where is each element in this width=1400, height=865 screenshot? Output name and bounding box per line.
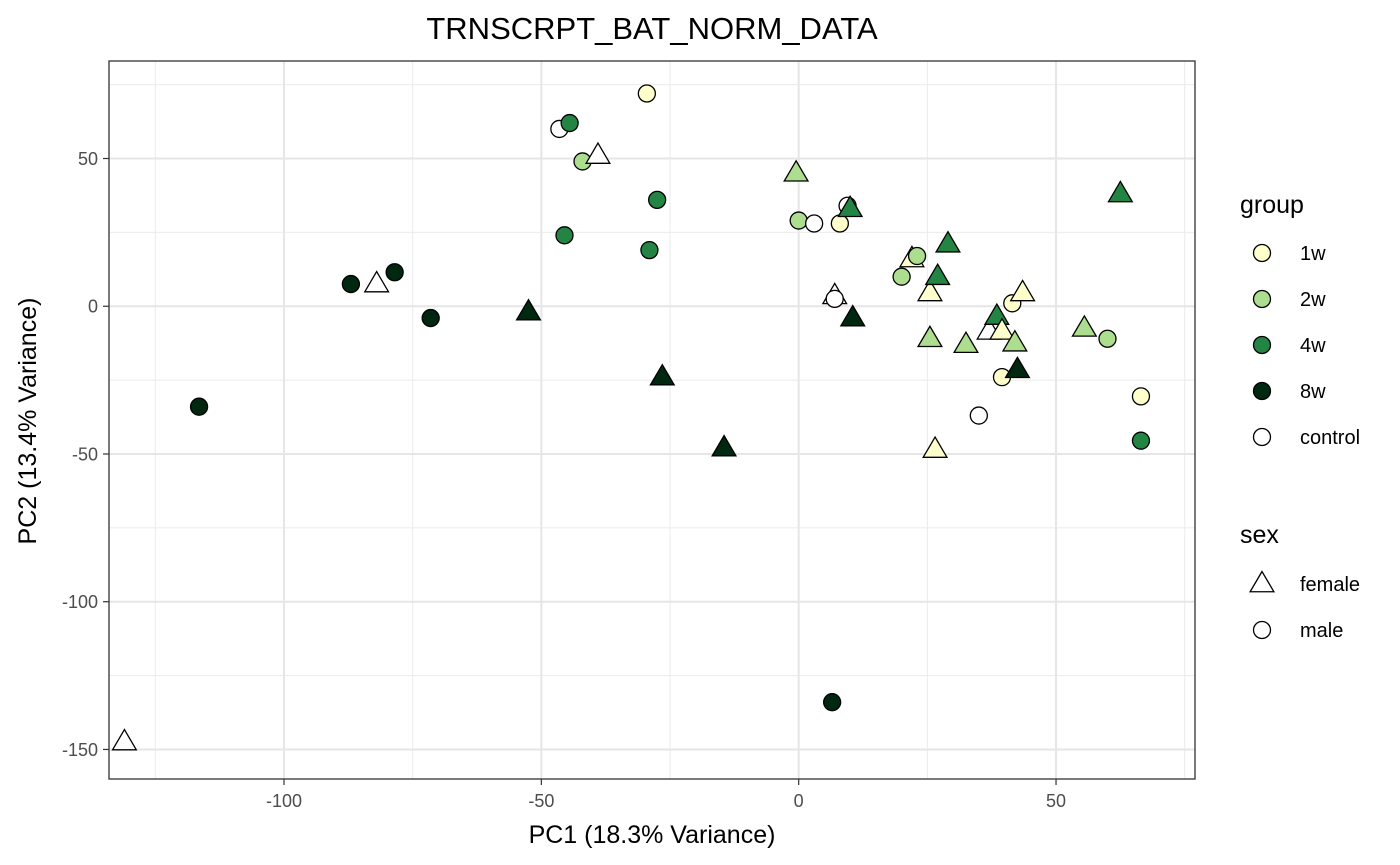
group-legend-label: 8w	[1300, 381, 1326, 403]
group-legend-label: 4w	[1300, 335, 1326, 357]
data-point	[969, 406, 988, 425]
panel-border	[108, 60, 1196, 780]
x-axis-title: PC1 (18.3% Variance)	[529, 821, 776, 849]
data-point	[783, 159, 810, 182]
data-point	[649, 363, 676, 386]
group-legend-label: control	[1300, 427, 1360, 449]
group-legend-key	[1252, 335, 1272, 355]
data-point	[789, 211, 808, 230]
data-point	[825, 289, 844, 309]
data-point	[1107, 180, 1134, 203]
data-point	[1098, 329, 1117, 348]
data-point	[1001, 329, 1028, 352]
data-point	[421, 308, 440, 328]
group-legend-label: 1w	[1300, 243, 1326, 265]
data-point	[916, 324, 943, 348]
data-point	[952, 330, 979, 354]
group-legend-key	[1252, 381, 1272, 401]
data-point	[916, 279, 943, 302]
sex-legend-label: female	[1300, 574, 1360, 596]
group-legend-title: group	[1240, 191, 1304, 219]
x-tick-label: -50	[528, 791, 554, 811]
data-point	[830, 214, 850, 233]
group-legend-key	[1252, 289, 1272, 309]
data-point	[640, 240, 659, 260]
data-point	[839, 304, 866, 327]
legend: group 1w 2w 4w 8w control sex female male	[1240, 191, 1360, 642]
data-point	[804, 214, 824, 233]
data-point	[111, 728, 138, 751]
sex-legend-key	[1252, 620, 1272, 640]
data-point	[1009, 279, 1036, 302]
data-point	[647, 190, 667, 210]
data-point	[1131, 387, 1151, 406]
data-point	[907, 246, 927, 266]
data-point	[637, 84, 657, 103]
data-point	[1004, 355, 1031, 379]
data-point	[560, 113, 579, 133]
data-point	[363, 270, 390, 293]
data-point	[822, 693, 842, 712]
x-tick-label: 50	[1046, 791, 1066, 811]
data-point	[555, 226, 574, 245]
data-point	[711, 434, 738, 457]
y-tick-label: 0	[88, 297, 98, 317]
data-point	[1131, 431, 1151, 450]
panel-background	[109, 61, 1195, 779]
y-tick-label: -150	[62, 740, 98, 760]
group-legend-key	[1252, 243, 1272, 263]
sex-legend-label: male	[1300, 620, 1343, 642]
group-legend-key	[1252, 427, 1272, 447]
y-tick-label: -100	[62, 592, 98, 612]
data-point	[189, 397, 209, 416]
data-point	[934, 230, 961, 253]
chart-title: TRNSCRPT_BAT_NORM_DATA	[426, 11, 878, 46]
data-point	[892, 267, 911, 286]
sex-legend-key	[1248, 570, 1276, 593]
data-point	[922, 435, 949, 458]
x-tick-label: -100	[266, 791, 302, 811]
data-point	[1071, 314, 1098, 337]
data-point	[988, 317, 1016, 340]
y-tick-label: 50	[78, 149, 98, 169]
sex-legend-title: sex	[1240, 521, 1279, 549]
data-point	[515, 298, 542, 321]
group-legend-label: 2w	[1300, 289, 1326, 311]
data-point	[837, 194, 864, 218]
data-point	[385, 263, 404, 282]
data-point	[584, 141, 611, 164]
x-tick-label: 0	[794, 791, 804, 811]
y-tick-label: -50	[72, 444, 98, 464]
data-point	[341, 274, 361, 294]
data-point	[924, 262, 951, 286]
y-axis-title: PC2 (13.4% Variance)	[14, 298, 42, 545]
plot-area: -100 -50 0 50 -150 -100 -50 0 50	[62, 60, 1196, 811]
